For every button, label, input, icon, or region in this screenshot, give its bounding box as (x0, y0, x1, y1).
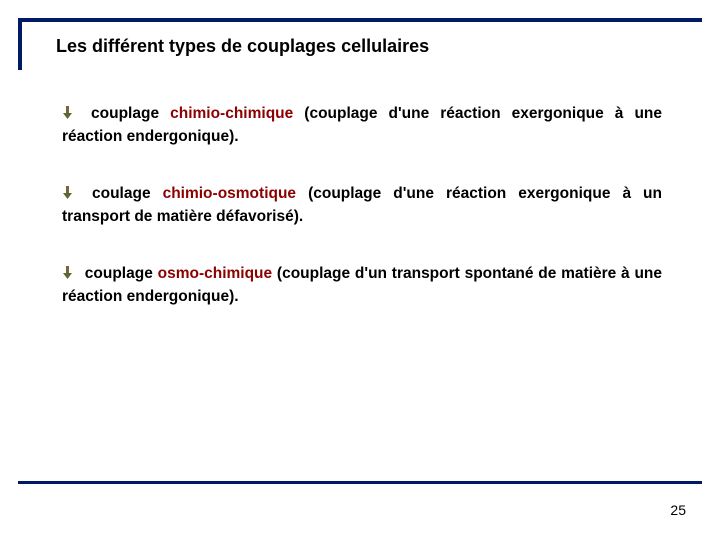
frame-bottom-border (18, 481, 702, 484)
slide-content: couplage chimio-chimique (couplage d'une… (62, 104, 662, 344)
bullet-item: couplage chimio-chimique (couplage d'une… (62, 104, 662, 148)
slide: Les différent types de couplages cellula… (0, 0, 720, 540)
bullet-lead: couplage (80, 105, 170, 122)
arrow-down-icon (62, 266, 74, 287)
arrow-down-icon (62, 186, 74, 207)
bullet-accent: chimio-osmotique (163, 185, 296, 202)
bullet-item: coulage chimio-osmotique (couplage d'une… (62, 184, 662, 228)
slide-title: Les différent types de couplages cellula… (56, 36, 429, 57)
bullet-accent: chimio-chimique (170, 105, 293, 122)
arrow-down-icon (62, 106, 74, 127)
page-number: 25 (670, 502, 686, 518)
frame-top-border (18, 18, 702, 22)
bullet-item: couplage osmo-chimique (couplage d'un tr… (62, 264, 662, 308)
bullet-accent: osmo-chimique (158, 265, 273, 282)
bullet-lead: couplage (80, 265, 158, 282)
frame-left-notch (18, 18, 22, 70)
bullet-lead: coulage (80, 185, 163, 202)
